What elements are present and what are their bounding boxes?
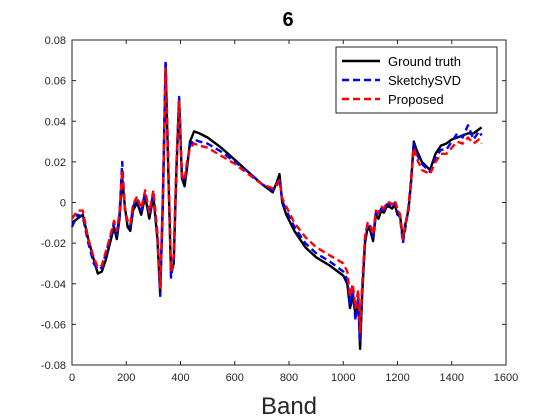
y-tick-label: 0.08 [45,35,66,47]
y-tick-label: 0.06 [45,76,66,88]
x-tick-label: 200 [117,372,135,384]
legend-box [335,46,498,114]
x-tick-label: 800 [280,372,298,384]
tick-layer: 0 200 400 600 800 1000 1200 1400 1600 -0.08 -0.06 -… [41,35,518,384]
x-tick-label: 1200 [385,372,409,384]
y-tick-label: -0.06 [41,319,66,331]
x-tick-label: 1000 [331,372,355,384]
x-tick-label: 1600 [494,372,518,384]
legend-label: Proposed [388,92,444,107]
chart-title: 6 [282,9,293,31]
y-tick-label: 0.02 [45,157,66,169]
series-line-proposed [71,67,483,334]
legend: Ground truth SketchySVD Proposed [335,46,498,114]
legend-label: SketchySVD [388,73,461,88]
x-tick-label: 0 [69,372,75,384]
y-tick-label: 0 [60,198,66,210]
x-tick-label: 400 [171,372,189,384]
y-tick-label: -0.02 [41,238,66,250]
y-tick-label: -0.04 [41,279,66,291]
y-tick-label: -0.08 [41,360,66,372]
legend-label: Ground truth [388,54,461,69]
x-axis-label: Band [261,393,317,420]
series-layer [70,59,483,350]
x-tick-label: 600 [226,372,244,384]
x-tick-label: 1400 [440,372,464,384]
y-tick-label: 0.04 [45,116,66,128]
